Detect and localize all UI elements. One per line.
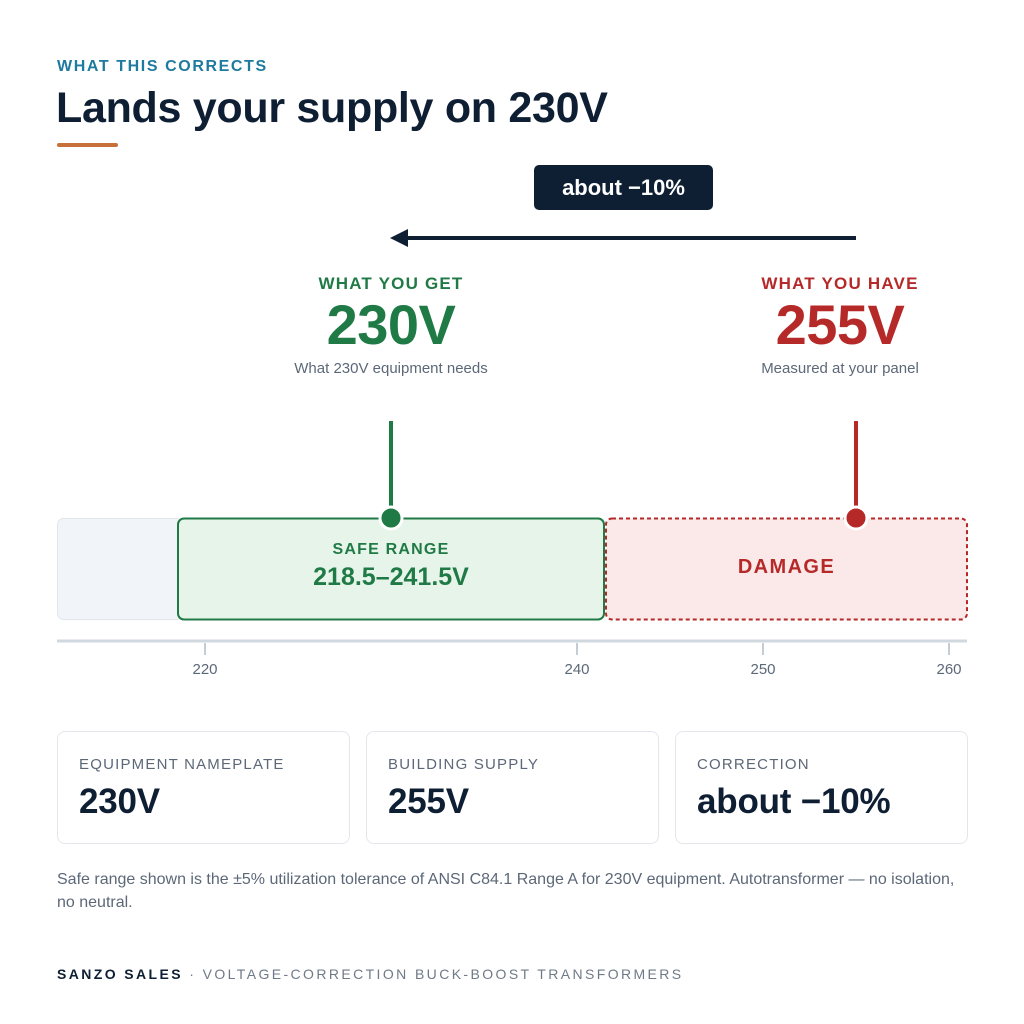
target-marker-dot [378, 505, 404, 531]
correction-arrow-head [390, 229, 408, 247]
current-value: 255V [775, 293, 905, 356]
current-marker-dot [843, 505, 869, 531]
title-underline [57, 143, 118, 147]
target-caption: What 230V equipment needs [294, 360, 488, 377]
tick-label: 240 [564, 661, 590, 678]
card-value: 230V [79, 782, 160, 821]
eyebrow: WHAT THIS CORRECTS [57, 58, 268, 75]
card-correction: CORRECTION about −10% [675, 731, 968, 844]
tick-label: 250 [750, 661, 776, 678]
safe-range-text: SAFE RANGE 218.5–241.5V [178, 541, 604, 592]
tick-label: 220 [192, 661, 218, 678]
damage-label: DAMAGE [737, 556, 836, 578]
footer-tagline: VOLTAGE-CORRECTION BUCK-BOOST TRANSFORME… [202, 966, 684, 982]
card-value: about −10% [697, 782, 891, 821]
card-label: CORRECTION [697, 756, 810, 773]
card-equipment-nameplate: EQUIPMENT NAMEPLATE 230V [57, 731, 350, 844]
target-readout: WHAT YOU GET 230V What 230V equipment ne… [251, 274, 531, 377]
damage-zone [605, 517, 968, 621]
current-label: WHAT YOU HAVE [761, 274, 919, 293]
tick-label: 260 [936, 661, 962, 678]
footer: SANZO SALES · VOLTAGE-CORRECTION BUCK-BO… [57, 966, 684, 982]
page-title: Lands your supply on 230V [56, 84, 608, 132]
target-label: WHAT YOU GET [318, 274, 464, 293]
current-readout: WHAT YOU HAVE 255V Measured at your pane… [700, 274, 980, 377]
low-zone [57, 518, 183, 620]
brand-name: SANZO SALES [57, 966, 183, 982]
card-value: 255V [388, 782, 469, 821]
footnote: Safe range shown is the ±5% utilization … [57, 871, 955, 911]
footer-separator: · [189, 966, 197, 982]
current-caption: Measured at your panel [761, 360, 919, 377]
card-building-supply: BUILDING SUPPLY 255V [366, 731, 659, 844]
target-value: 230V [326, 293, 456, 356]
damage-zone-text: DAMAGE [606, 556, 967, 579]
correction-pill: about −10% [534, 165, 713, 210]
safe-range-label: SAFE RANGE [332, 541, 450, 558]
card-label: EQUIPMENT NAMEPLATE [79, 756, 285, 773]
safe-range-values: 218.5–241.5V [313, 563, 469, 591]
card-label: BUILDING SUPPLY [388, 756, 540, 773]
